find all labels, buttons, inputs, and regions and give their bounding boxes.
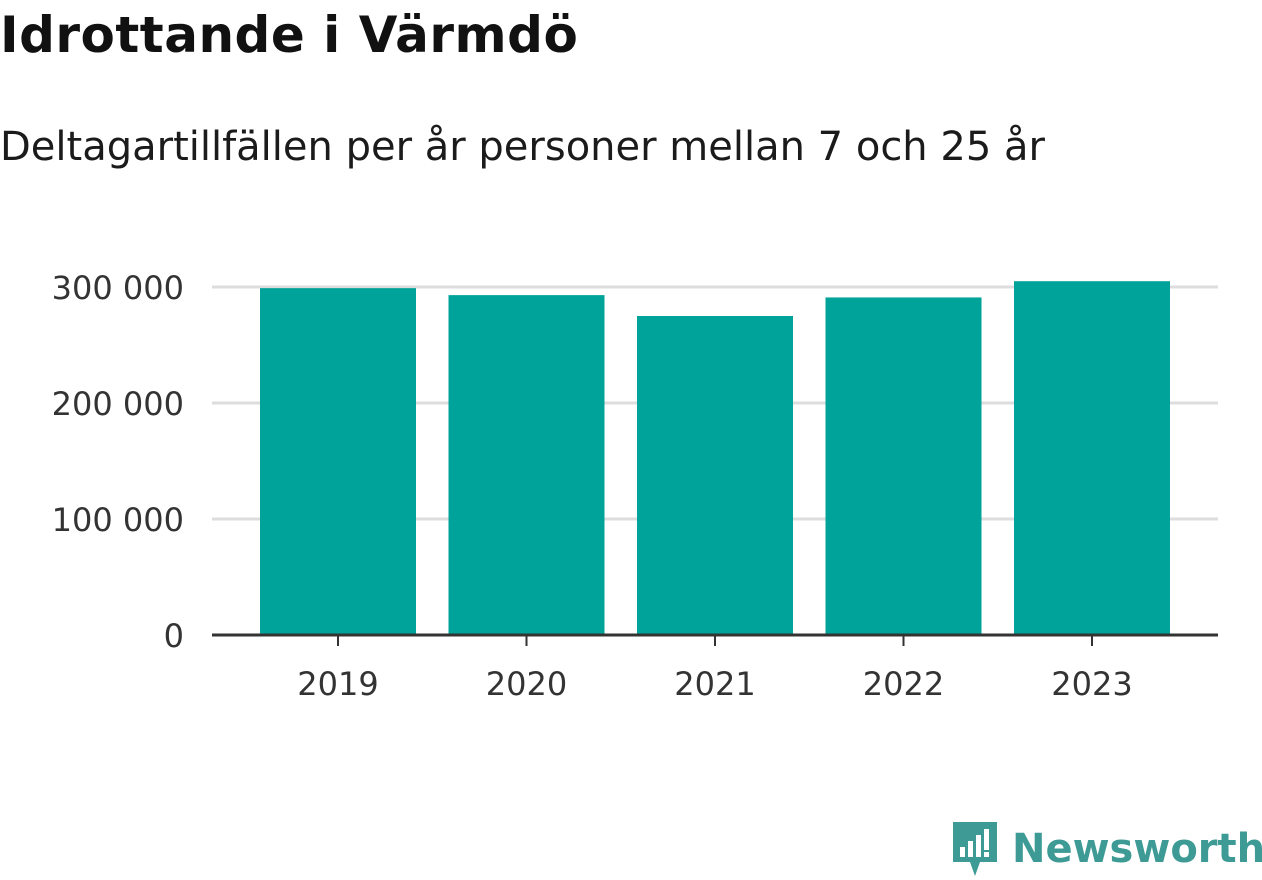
x-axis [212, 633, 1218, 646]
y-tick-label: 200 000 [52, 385, 184, 423]
bars [260, 281, 1170, 635]
bar-2021 [637, 316, 793, 635]
x-tick-labels: 2019 2020 2021 2022 2023 [297, 665, 1132, 703]
x-tick-label: 2019 [297, 665, 378, 703]
y-tick-label: 0 [164, 617, 184, 655]
bar-2019 [260, 288, 416, 635]
x-tick-label: 2020 [486, 665, 567, 703]
newsworthy-logo: Newsworthy [950, 818, 1262, 880]
newsworthy-chart-icon [953, 822, 997, 876]
chart-title: Idrottande i Värmdö [0, 6, 579, 64]
x-tick-label: 2022 [863, 665, 944, 703]
bar-2023 [1014, 281, 1170, 635]
x-tick-label: 2021 [674, 665, 755, 703]
y-tick-labels: 0 100 000 200 000 300 000 [52, 269, 184, 655]
bar-2022 [825, 297, 982, 635]
chart-subtitle: Deltagartillfällen per år personer mella… [0, 124, 1045, 170]
y-tick-label: 100 000 [52, 501, 184, 539]
brand-name: Newsworthy [1012, 826, 1262, 872]
bar-2020 [448, 295, 605, 635]
x-tick-label: 2023 [1051, 665, 1132, 703]
y-tick-label: 300 000 [52, 269, 184, 307]
